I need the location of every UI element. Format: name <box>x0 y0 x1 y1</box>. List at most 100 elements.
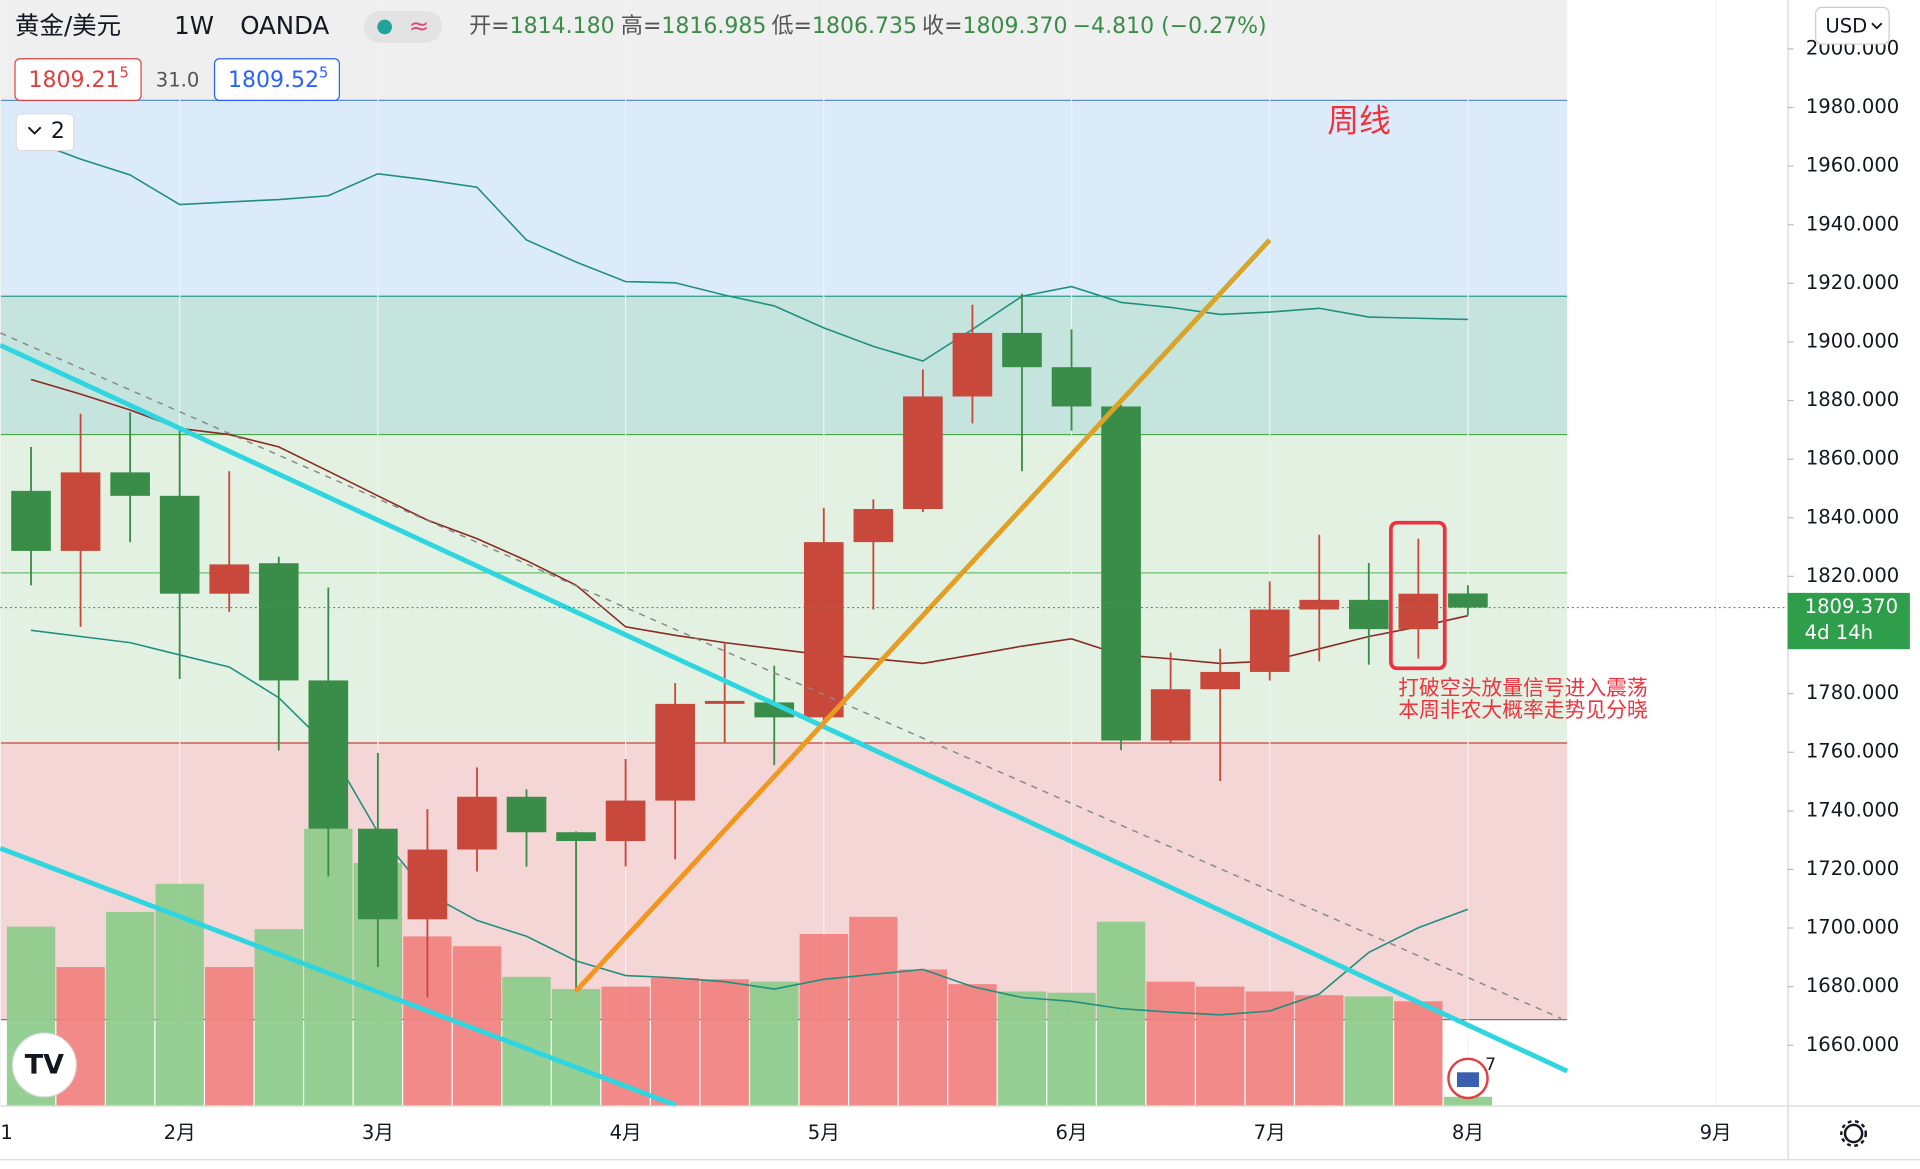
candle-body <box>1002 332 1042 368</box>
ohlc-item: 高=1816.985 <box>621 14 767 39</box>
x-tick-label: 9月 <box>1700 1121 1732 1144</box>
quote: 1809.215 31.0 1809.525 2 <box>14 58 341 152</box>
volume-bar <box>700 979 749 1106</box>
y-tick-label: 1840.000 <box>1806 505 1899 528</box>
ohlc-value: 1809.370 <box>963 14 1068 39</box>
candle-body <box>1150 689 1191 741</box>
y-tick-label: 1860.000 <box>1806 447 1899 470</box>
price-axis <box>1788 0 1920 1106</box>
band-line <box>30 378 1469 665</box>
status-icon: ≈ <box>409 11 430 40</box>
ask-digit: 5 <box>319 64 328 81</box>
candle-body <box>407 849 448 920</box>
logo: TV <box>11 1032 77 1098</box>
price-box: 1809.370 4d 14h <box>1787 592 1910 650</box>
indicator-toggle[interactable] <box>15 113 75 152</box>
highlight-box <box>1389 520 1447 671</box>
gear-teeth <box>1840 1120 1868 1147</box>
chevron <box>27 126 42 135</box>
volume-bar <box>1047 992 1096 1106</box>
currency-box[interactable] <box>1815 6 1890 45</box>
ask-price: 1809.52 <box>228 68 319 93</box>
candle-body <box>358 828 398 920</box>
currency-button[interactable]: USD <box>1815 6 1890 45</box>
x-tick-label: 2月 <box>164 1121 196 1144</box>
zones <box>0 0 1568 1021</box>
ohlc-value: 1814.180 <box>510 14 615 39</box>
ohlc-value: 1816.985 <box>661 14 766 39</box>
candle-body <box>1101 406 1141 741</box>
indicator-count: 2 <box>51 119 65 144</box>
events[interactable]: 7 <box>1447 1055 1496 1100</box>
volume-bar <box>1146 981 1195 1106</box>
ask-box[interactable] <box>213 58 341 101</box>
candle-body <box>605 800 646 842</box>
candle-body <box>1299 599 1340 610</box>
gear[interactable] <box>1843 1123 1864 1144</box>
y-axis: 1660.000 1680.000 1700.000 1720.000 1740.000… <box>1787 36 1899 1056</box>
x-tick-label: 6月 <box>1056 1121 1088 1144</box>
candle-body <box>308 680 349 829</box>
volume-bar <box>551 989 601 1106</box>
logo-circle <box>11 1032 77 1098</box>
drawings: 周线 打破空头放量信号进入震荡 本周非农大概率走势见分晓 <box>0 101 1648 1108</box>
volume-bar <box>1443 1096 1493 1106</box>
legend-header: 黄金/美元 1W OANDA ≈ 开=1814.180 高=1816.985 低=1… <box>15 11 1267 43</box>
logo-mark: TV <box>25 1050 64 1081</box>
volume-bar <box>750 981 799 1106</box>
band-line <box>30 139 1468 362</box>
countdown: 4d 14h <box>1805 621 1873 644</box>
candle-body <box>11 490 51 551</box>
x-tick-label: 5月 <box>808 1121 840 1144</box>
volume-bar <box>997 991 1047 1106</box>
annotation: 本周非农大概率走势见分晓 <box>1398 698 1648 722</box>
candle-body <box>704 700 745 704</box>
ask: 1809.525 <box>228 64 328 92</box>
x-axis: 1 2月 3月 4月 5月 6月 7月 8月 9月 <box>0 1121 1731 1144</box>
y-tick-label: 1700.000 <box>1806 916 1899 939</box>
bands-layer <box>30 139 1469 1016</box>
volume-bar <box>1196 986 1245 1106</box>
candle-body <box>209 564 250 594</box>
candle-body <box>506 796 547 833</box>
y-tick-label: 1880.000 <box>1806 388 1899 411</box>
candle-body <box>1448 593 1488 608</box>
last-price-box <box>1787 592 1910 650</box>
volume-bar <box>105 911 155 1106</box>
x-tick-label: 7月 <box>1254 1121 1286 1144</box>
trend-line <box>573 238 1272 994</box>
bid-digit: 5 <box>120 64 129 81</box>
candle-body <box>457 796 497 850</box>
volume-bar <box>898 969 948 1106</box>
status-dot <box>377 19 393 35</box>
annotation: 打破空头放量信号进入震荡 <box>1398 676 1648 700</box>
x-tick-label: 3月 <box>362 1121 394 1144</box>
spread: 31.0 <box>156 68 200 91</box>
settings[interactable] <box>1840 1120 1868 1147</box>
y-tick-label: 1900.000 <box>1806 329 1899 352</box>
grid <box>0 0 1717 1106</box>
y-tick-label: 1720.000 <box>1806 857 1899 880</box>
volume-bar <box>1096 921 1146 1106</box>
candle-body <box>159 495 200 594</box>
y-tick-label: 1940.000 <box>1806 212 1899 235</box>
x-tick-label: 4月 <box>610 1121 642 1144</box>
candle-body <box>1348 599 1389 630</box>
trend-line <box>0 332 1562 1020</box>
volume-bar <box>799 933 848 1106</box>
status-pill[interactable] <box>363 11 443 43</box>
candle-body <box>1051 367 1092 407</box>
volume-bar <box>1394 1001 1443 1106</box>
bid-box[interactable] <box>14 58 142 101</box>
flag <box>1456 1072 1480 1087</box>
y-tick-label: 1820.000 <box>1806 564 1899 587</box>
zone <box>0 296 1568 435</box>
candle-body <box>853 509 894 543</box>
candle-body <box>60 472 101 551</box>
interval: 1W <box>174 11 214 40</box>
candle-body <box>110 472 150 496</box>
candle-body <box>952 332 993 397</box>
volume-bar <box>1295 995 1344 1106</box>
candle-body <box>1249 609 1290 672</box>
